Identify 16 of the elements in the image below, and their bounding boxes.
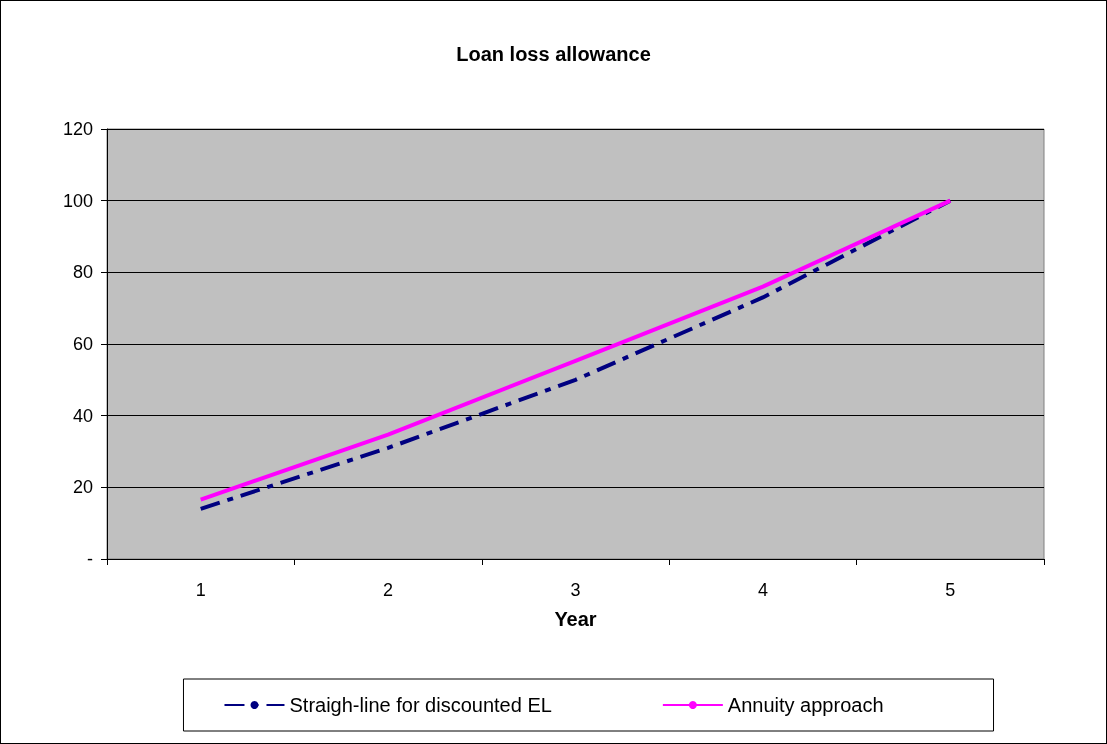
y-tick-label: 120: [62, 119, 93, 139]
y-tick-label: -: [87, 549, 93, 569]
chart-title: Loan loss allowance: [456, 43, 651, 65]
x-tick-label: 2: [383, 580, 394, 600]
x-tick-label: 3: [570, 580, 581, 600]
y-tick-label: 40: [72, 405, 93, 426]
legend-label: Annuity approach: [727, 694, 884, 716]
y-tick-label: 100: [62, 190, 93, 211]
y-tick-label: 80: [72, 262, 93, 283]
x-tick-label: 1: [195, 580, 206, 600]
y-tick-label: 20: [72, 477, 93, 498]
x-tick-label: 5: [945, 580, 956, 600]
y-tick-label: 60: [72, 334, 93, 354]
x-tick-label: 4: [757, 580, 768, 600]
x-axis-title: Year: [554, 608, 597, 630]
legend-label: Straigh-line for discounted EL: [289, 694, 552, 716]
